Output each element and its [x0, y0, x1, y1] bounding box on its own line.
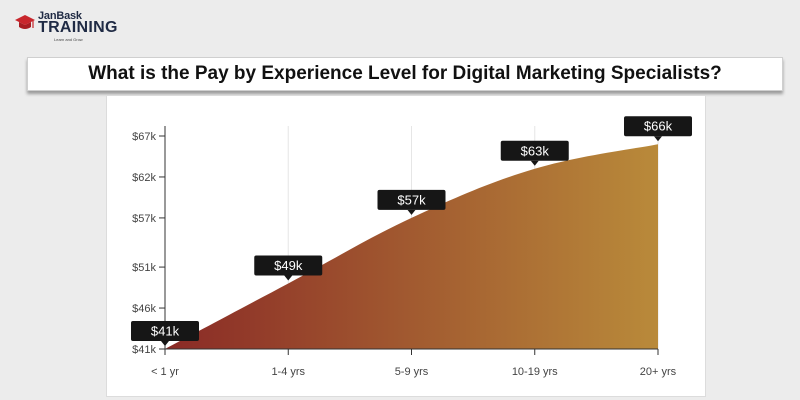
- x-tick-label: 1-4 yrs: [271, 366, 305, 378]
- experience-pay-chart: $41k $46k $51k $57k $62k $67k < 1 yr 1-4 yrs 5-9…: [131, 116, 692, 378]
- y-tick-label: $62k: [132, 172, 156, 184]
- y-tick-label: $57k: [132, 213, 156, 225]
- data-label-pointer: [161, 341, 169, 346]
- chart-panel: $41k $46k $51k $57k $62k $67k < 1 yr 1-4 yrs 5-9…: [106, 95, 706, 397]
- data-label-text: $41k: [151, 324, 180, 339]
- title-banner: What is the Pay by Experience Level for …: [27, 57, 783, 91]
- y-tick-label: $51k: [132, 262, 156, 274]
- x-tick-label: 20+ yrs: [640, 366, 677, 378]
- data-label-text: $66k: [644, 119, 673, 134]
- data-label-pointer: [654, 136, 662, 142]
- data-label-box: [254, 255, 323, 276]
- data-label: $41k: [131, 321, 199, 346]
- data-label-text: $63k: [521, 143, 550, 158]
- data-label: $57k: [377, 189, 446, 215]
- data-label-text: $49k: [274, 258, 303, 273]
- x-tick-label: 10-19 yrs: [512, 366, 558, 378]
- data-label: $63k: [500, 140, 569, 166]
- brand-name-main: TRAINING: [38, 19, 118, 36]
- data-label: $49k: [254, 255, 323, 281]
- brand-logo: JanBask TRAINING Learn and Grow: [14, 8, 117, 42]
- page-title: What is the Pay by Experience Level for …: [88, 63, 722, 84]
- data-label-pointer: [530, 160, 539, 166]
- data-label-text: $57k: [397, 192, 426, 207]
- brand-tagline: Learn and Grow: [54, 37, 83, 42]
- data-label-box: [377, 189, 446, 210]
- x-tick-label: < 1 yr: [151, 366, 179, 378]
- y-tick-label: $67k: [132, 131, 156, 143]
- data-label-box: [131, 321, 199, 341]
- y-tick-label: $46k: [132, 303, 156, 315]
- graduation-cap-icon: [15, 15, 35, 29]
- data-label-pointer: [284, 275, 293, 281]
- x-tick-label: 5-9 yrs: [395, 366, 429, 378]
- data-label-box: [624, 116, 692, 137]
- brand-name-top: JanBask: [38, 10, 82, 22]
- data-label-box: [500, 140, 569, 161]
- series-area: [165, 144, 658, 349]
- y-tick-label: $41k: [132, 344, 156, 356]
- data-label: $66k: [624, 116, 692, 142]
- data-label-pointer: [407, 209, 416, 215]
